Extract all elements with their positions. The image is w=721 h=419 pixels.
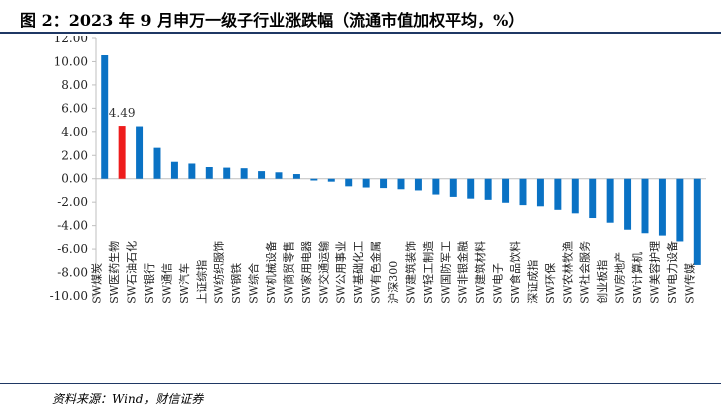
x-tick-label: SW公用事业 bbox=[335, 241, 348, 304]
x-tick-label: 上证综指 bbox=[194, 260, 208, 304]
bar bbox=[554, 178, 562, 210]
x-tick-label: SW建筑装饰 bbox=[403, 241, 417, 304]
bar bbox=[693, 178, 701, 265]
x-tick-label: SW煤炭 bbox=[91, 263, 104, 304]
source-bar: 资料来源：Wind，财信证券 bbox=[0, 383, 721, 419]
bar bbox=[380, 178, 388, 189]
bar bbox=[118, 126, 126, 179]
y-tick-label: -4.00 bbox=[57, 219, 88, 233]
bar bbox=[397, 178, 405, 190]
bar bbox=[432, 178, 440, 195]
page-title: 图 2：2023 年 9 月申万一级子行业涨跌幅（流通市值加权平均，%） bbox=[20, 11, 525, 30]
y-tick-label: 0.00 bbox=[61, 172, 88, 186]
x-tick-label: SW国防军工 bbox=[438, 241, 452, 304]
x-tick-label: SW建筑材料 bbox=[473, 241, 487, 304]
source-note: 资料来源：Wind，财信证券 bbox=[52, 392, 204, 406]
bar bbox=[571, 178, 579, 214]
bar bbox=[223, 167, 231, 179]
x-tick-label: SW银行 bbox=[142, 263, 156, 304]
x-tick-label: SW房地产 bbox=[613, 252, 627, 304]
bar bbox=[345, 178, 353, 187]
y-tick-label: -2.00 bbox=[57, 195, 88, 209]
y-tick-label: -6.00 bbox=[57, 242, 88, 256]
x-tick-label: SW农林牧渔 bbox=[560, 241, 574, 304]
x-tick-label: SW轻工制造 bbox=[421, 241, 435, 304]
y-tick-label: -10.00 bbox=[50, 289, 88, 303]
x-tick-label: SW环保 bbox=[543, 263, 557, 304]
bar bbox=[153, 147, 161, 179]
x-tick-label: SW美容护理 bbox=[647, 241, 661, 304]
bar bbox=[240, 168, 248, 179]
x-tick-label: SW计算机 bbox=[630, 252, 644, 304]
bar bbox=[449, 178, 457, 197]
y-tick-label: 6.00 bbox=[61, 101, 88, 115]
data-label: 4.49 bbox=[109, 106, 136, 120]
x-tick-label: SW汽车 bbox=[177, 263, 191, 304]
x-tick-label: 创业板指 bbox=[595, 260, 609, 304]
bar bbox=[136, 126, 144, 179]
y-tick-label: 4.00 bbox=[61, 125, 88, 139]
x-tick-label: SW医药生物 bbox=[107, 241, 121, 304]
bar bbox=[101, 55, 109, 179]
bar bbox=[606, 178, 614, 223]
bar-chart: -10.00 -8.00 -6.00 -4.00 -2.00 0.00 2.00 4.00 6.… bbox=[50, 36, 706, 304]
bar bbox=[362, 178, 370, 188]
x-tick-label: SW电子 bbox=[492, 263, 505, 304]
x-tick-label: SW石油石化 bbox=[125, 241, 139, 304]
x-tick-label: 沪深300 bbox=[386, 261, 400, 304]
bar bbox=[205, 167, 213, 179]
y-tick-label: 10.00 bbox=[54, 54, 88, 68]
x-tick-label: SW社会服务 bbox=[578, 241, 592, 304]
x-tick-label: SW非银金融 bbox=[456, 241, 470, 304]
y-tick-label: 2.00 bbox=[61, 148, 88, 162]
bar bbox=[536, 178, 544, 207]
bar bbox=[519, 178, 527, 206]
bar bbox=[275, 172, 283, 179]
x-tick-label: SW商贸零售 bbox=[281, 241, 295, 304]
bar bbox=[676, 178, 684, 242]
x-tick-label: SW食品饮料 bbox=[508, 241, 522, 304]
bar bbox=[467, 178, 475, 199]
x-tick-label: SW交通运输 bbox=[316, 241, 330, 304]
bar bbox=[258, 171, 266, 179]
title-bar: 图 2：2023 年 9 月申万一级子行业涨跌幅（流通市值加权平均，%） bbox=[0, 0, 721, 34]
y-tick-label: -8.00 bbox=[57, 266, 88, 280]
bar bbox=[414, 178, 422, 191]
bar bbox=[624, 178, 632, 230]
x-tick-label: 深证成指 bbox=[525, 260, 539, 304]
bar bbox=[327, 178, 335, 182]
x-tick-label: SW机械设备 bbox=[264, 241, 278, 304]
x-tick-label: SW钢铁 bbox=[230, 263, 243, 304]
x-tick-label: SW通信 bbox=[160, 263, 173, 304]
bar bbox=[170, 161, 178, 179]
bar bbox=[589, 178, 597, 219]
bar bbox=[188, 163, 196, 179]
x-tick-label: SW纺织服饰 bbox=[212, 241, 226, 304]
bar bbox=[641, 178, 649, 234]
bar bbox=[292, 174, 300, 179]
x-tick-label: SW传媒 bbox=[683, 263, 696, 304]
x-tick-label: SW基础化工 bbox=[351, 241, 365, 304]
bar bbox=[484, 178, 492, 200]
bar bbox=[658, 178, 666, 236]
y-tick-label: 8.00 bbox=[61, 78, 88, 92]
x-tick-label: SW综合 bbox=[247, 263, 261, 304]
x-tick-label: SW电力设备 bbox=[665, 241, 679, 304]
x-tick-label: SW家用电器 bbox=[299, 241, 313, 304]
y-tick-label: 12.00 bbox=[54, 36, 88, 45]
bar bbox=[502, 178, 510, 203]
x-tick-label: SW有色金属 bbox=[369, 241, 383, 304]
bar bbox=[310, 178, 318, 181]
